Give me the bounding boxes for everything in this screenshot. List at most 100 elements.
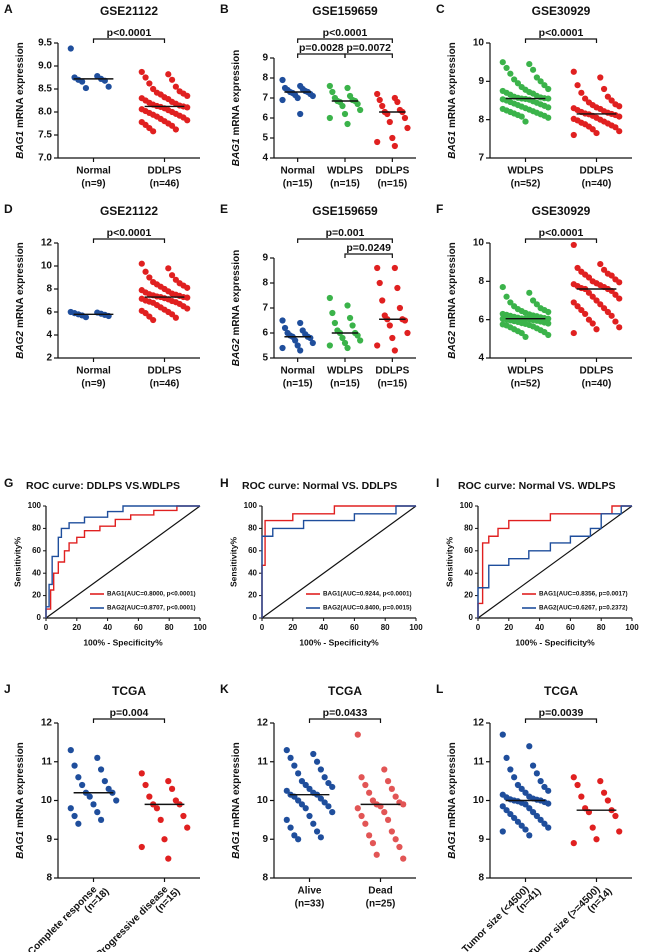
data-point xyxy=(184,117,191,124)
data-point xyxy=(297,319,304,327)
data-point xyxy=(585,316,593,323)
x-tick-count: (n=15) xyxy=(330,179,360,190)
data-point xyxy=(283,816,290,823)
data-point xyxy=(582,95,589,102)
y-tick-label: 0 xyxy=(469,613,474,622)
data-point xyxy=(321,774,328,781)
data-point xyxy=(339,334,346,342)
data-point xyxy=(291,762,298,769)
data-point xyxy=(545,824,552,831)
data-point xyxy=(518,785,525,792)
y-axis-text: mRNA expression xyxy=(231,742,242,828)
data-point xyxy=(545,95,552,102)
data-point xyxy=(331,319,339,327)
data-point xyxy=(165,855,172,862)
x-tick-label: Alive xyxy=(298,886,322,897)
data-point xyxy=(369,840,377,847)
y-axis-text: mRNA expression xyxy=(231,250,242,336)
x-tick-count: (n=46) xyxy=(150,379,180,390)
data-point xyxy=(376,279,383,287)
data-point xyxy=(283,787,290,794)
y-axis-text: mRNA expression xyxy=(447,42,458,128)
data-point xyxy=(344,84,351,92)
x-tick-label: 0 xyxy=(476,623,481,632)
x-tick-label: DDLPS xyxy=(375,366,409,377)
data-point xyxy=(381,809,388,816)
y-tick-label: 60 xyxy=(32,546,41,555)
data-point xyxy=(142,781,149,789)
y-axis-label: Sensitivity% xyxy=(228,537,238,588)
data-point xyxy=(545,800,552,807)
data-point xyxy=(589,824,596,831)
data-point xyxy=(394,98,401,106)
panel-letter: A xyxy=(4,2,13,16)
data-point xyxy=(394,284,401,292)
chart-title: GSE21122 xyxy=(100,4,158,18)
p-value: p<0.0001 xyxy=(323,27,368,39)
data-point xyxy=(97,766,105,773)
data-point xyxy=(578,793,585,800)
data-point xyxy=(317,795,324,802)
y-tick-label: 0 xyxy=(37,613,42,622)
data-point xyxy=(391,347,398,354)
data-point xyxy=(503,293,510,300)
data-point xyxy=(346,314,354,322)
data-point xyxy=(344,302,351,309)
data-point xyxy=(518,113,525,120)
y-tick-label: 11 xyxy=(257,756,268,767)
data-point xyxy=(366,789,373,796)
data-point xyxy=(537,78,544,85)
y-tick-label: 9 xyxy=(262,834,268,845)
y-tick-label: 7 xyxy=(262,93,268,104)
x-tick-label: DDLPS xyxy=(580,166,614,177)
data-point xyxy=(184,284,191,291)
data-point xyxy=(570,299,577,306)
x-tick-label: 60 xyxy=(350,623,359,632)
data-point xyxy=(616,324,623,331)
y-axis-label: BAG1 mRNA expression xyxy=(231,742,242,859)
data-point xyxy=(362,781,369,789)
data-point xyxy=(376,96,383,104)
data-point xyxy=(67,805,74,812)
data-point xyxy=(507,766,514,773)
data-point xyxy=(616,128,623,135)
x-tick-count: (n=15) xyxy=(283,179,313,190)
data-point xyxy=(518,329,525,337)
data-point xyxy=(600,85,608,93)
y-axis-label: Sensitivity% xyxy=(12,537,22,588)
data-point xyxy=(113,797,120,804)
data-point xyxy=(570,68,577,75)
data-point xyxy=(295,836,302,843)
significance-bracket xyxy=(524,238,598,243)
data-point xyxy=(578,306,585,314)
data-point xyxy=(396,843,403,851)
data-point xyxy=(172,126,179,133)
x-tick-count: (n=9) xyxy=(81,379,105,390)
legend-label: BAG1(AUC=0.8356, p=0.0017) xyxy=(539,591,628,598)
p-value: p<0.0001 xyxy=(539,27,584,39)
data-point xyxy=(574,781,581,789)
data-point xyxy=(354,731,361,738)
p-value: p=0.004 xyxy=(110,707,149,719)
x-tick-label: WDLPS xyxy=(507,366,543,377)
data-point xyxy=(82,314,90,321)
y-tick-label: 9 xyxy=(262,53,268,64)
x-axis-label: 100% - Specificity% xyxy=(299,637,379,647)
y-tick-label: 20 xyxy=(32,591,41,600)
data-point xyxy=(537,816,544,823)
y-axis-label: BAG2 mRNA expression xyxy=(231,250,242,367)
y-tick-label: 10 xyxy=(41,795,53,806)
y-tick-label: 12 xyxy=(257,718,269,729)
data-point xyxy=(526,805,533,812)
data-point xyxy=(279,344,286,352)
reference-diagonal xyxy=(261,505,417,619)
data-point xyxy=(574,303,581,310)
data-point xyxy=(292,337,299,344)
data-point xyxy=(105,83,112,90)
data-point xyxy=(374,342,381,349)
data-point xyxy=(344,344,351,352)
x-tick-label: 0 xyxy=(260,623,265,632)
y-tick-label: 12 xyxy=(41,718,53,729)
x-tick-label: DDLPS xyxy=(148,366,182,377)
data-point xyxy=(388,785,395,792)
